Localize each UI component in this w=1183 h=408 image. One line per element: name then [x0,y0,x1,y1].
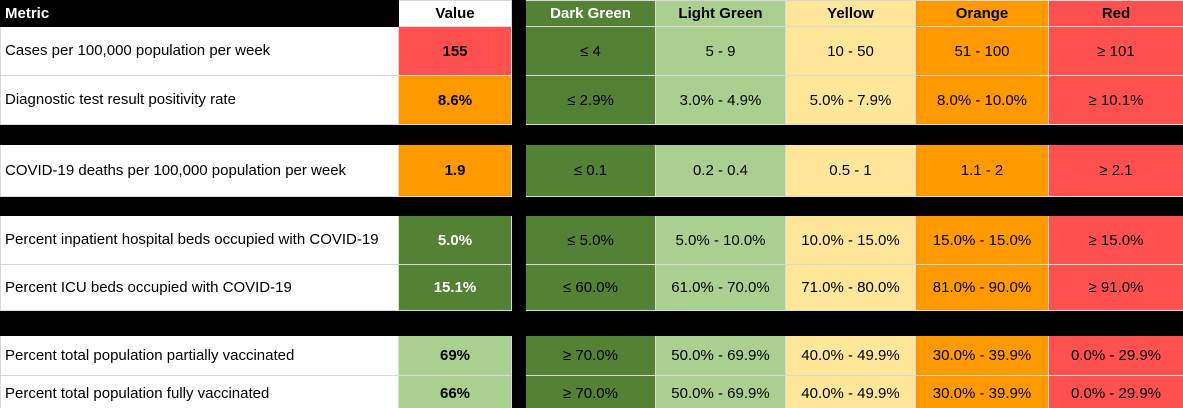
metric-cell: Percent total population fully vaccinate… [0,375,399,408]
value-cell: 155 [398,26,512,76]
spacer [511,0,526,27]
header-cell: Dark Green [525,0,656,27]
spacer [511,335,526,376]
data-row: Percent total population partially vacci… [0,335,1183,376]
range-cell: 0.0% - 29.9% [1048,335,1183,376]
header-row: Metric Value Dark Green Light Green Yell… [0,0,1183,27]
value-cell: 69% [398,335,512,376]
value-cell: 1.9 [398,144,512,197]
spacer [511,215,526,265]
range-cell: ≤ 5.0% [525,215,656,265]
range-cell: ≥ 70.0% [525,375,656,408]
range-cell: 0.5 - 1 [785,144,916,197]
header-cell: Red [1048,0,1183,27]
range-cell: ≤ 4 [525,26,656,76]
separator [0,124,1183,145]
separator-row [0,124,1183,145]
range-cell: 71.0% - 80.0% [785,264,916,311]
range-cell: 0.2 - 0.4 [655,144,786,197]
range-cell: 15.0% - 15.0% [915,215,1049,265]
range-cell: ≥ 15.0% [1048,215,1183,265]
range-cell: ≤ 2.9% [525,75,656,125]
range-cell: 61.0% - 70.0% [655,264,786,311]
header-cell: Value [398,0,512,27]
range-cell: 50.0% - 69.9% [655,375,786,408]
range-cell: 30.0% - 39.9% [915,375,1049,408]
range-cell: 1.1 - 2 [915,144,1049,197]
metric-cell: Percent inpatient hospital beds occupied… [0,215,399,265]
separator-row [0,310,1183,336]
range-cell: 50.0% - 69.9% [655,335,786,376]
data-row: Diagnostic test result positivity rate 8.… [0,75,1183,125]
value-cell: 15.1% [398,264,512,311]
range-cell: 3.0% - 4.9% [655,75,786,125]
range-cell: 40.0% - 49.9% [785,335,916,376]
metric-cell: Diagnostic test result positivity rate [0,75,399,125]
header-cell: Orange [915,0,1049,27]
range-cell: ≤ 60.0% [525,264,656,311]
spacer [511,264,526,311]
spacer [511,75,526,125]
range-cell: 10 - 50 [785,26,916,76]
data-row: Percent total population fully vaccinate… [0,375,1183,408]
data-row: COVID-19 deaths per 100,000 population p… [0,144,1183,197]
value-cell: 66% [398,375,512,408]
header-cell: Yellow [785,0,916,27]
range-cell: 5 - 9 [655,26,786,76]
data-row: Percent ICU beds occupied with COVID-19 1… [0,264,1183,311]
header-cell: Metric [0,0,399,27]
range-cell: 51 - 100 [915,26,1049,76]
separator [0,196,1183,216]
range-cell: ≥ 2.1 [1048,144,1183,197]
range-cell: 81.0% - 90.0% [915,264,1049,311]
metric-cell: Percent total population partially vacci… [0,335,399,376]
value-cell: 8.6% [398,75,512,125]
metric-cell: COVID-19 deaths per 100,000 population p… [0,144,399,197]
range-cell: 5.0% - 10.0% [655,215,786,265]
spacer [511,26,526,76]
range-cell: ≥ 70.0% [525,335,656,376]
separator-row [0,196,1183,216]
value-cell: 5.0% [398,215,512,265]
spacer [511,144,526,197]
range-cell: 8.0% - 10.0% [915,75,1049,125]
data-row: Percent inpatient hospital beds occupied… [0,215,1183,265]
range-cell: ≥ 10.1% [1048,75,1183,125]
metric-cell: Percent ICU beds occupied with COVID-19 [0,264,399,311]
range-cell: 30.0% - 39.9% [915,335,1049,376]
range-cell: ≥ 101 [1048,26,1183,76]
data-row: Cases per 100,000 population per week 155… [0,26,1183,76]
range-cell: ≤ 0.1 [525,144,656,197]
spacer [511,375,526,408]
range-cell: ≥ 91.0% [1048,264,1183,311]
separator [0,310,1183,336]
header-cell: Light Green [655,0,786,27]
range-cell: 40.0% - 49.9% [785,375,916,408]
range-cell: 0.0% - 29.9% [1048,375,1183,408]
range-cell: 10.0% - 15.0% [785,215,916,265]
metric-cell: Cases per 100,000 population per week [0,26,399,76]
range-cell: 5.0% - 7.9% [785,75,916,125]
